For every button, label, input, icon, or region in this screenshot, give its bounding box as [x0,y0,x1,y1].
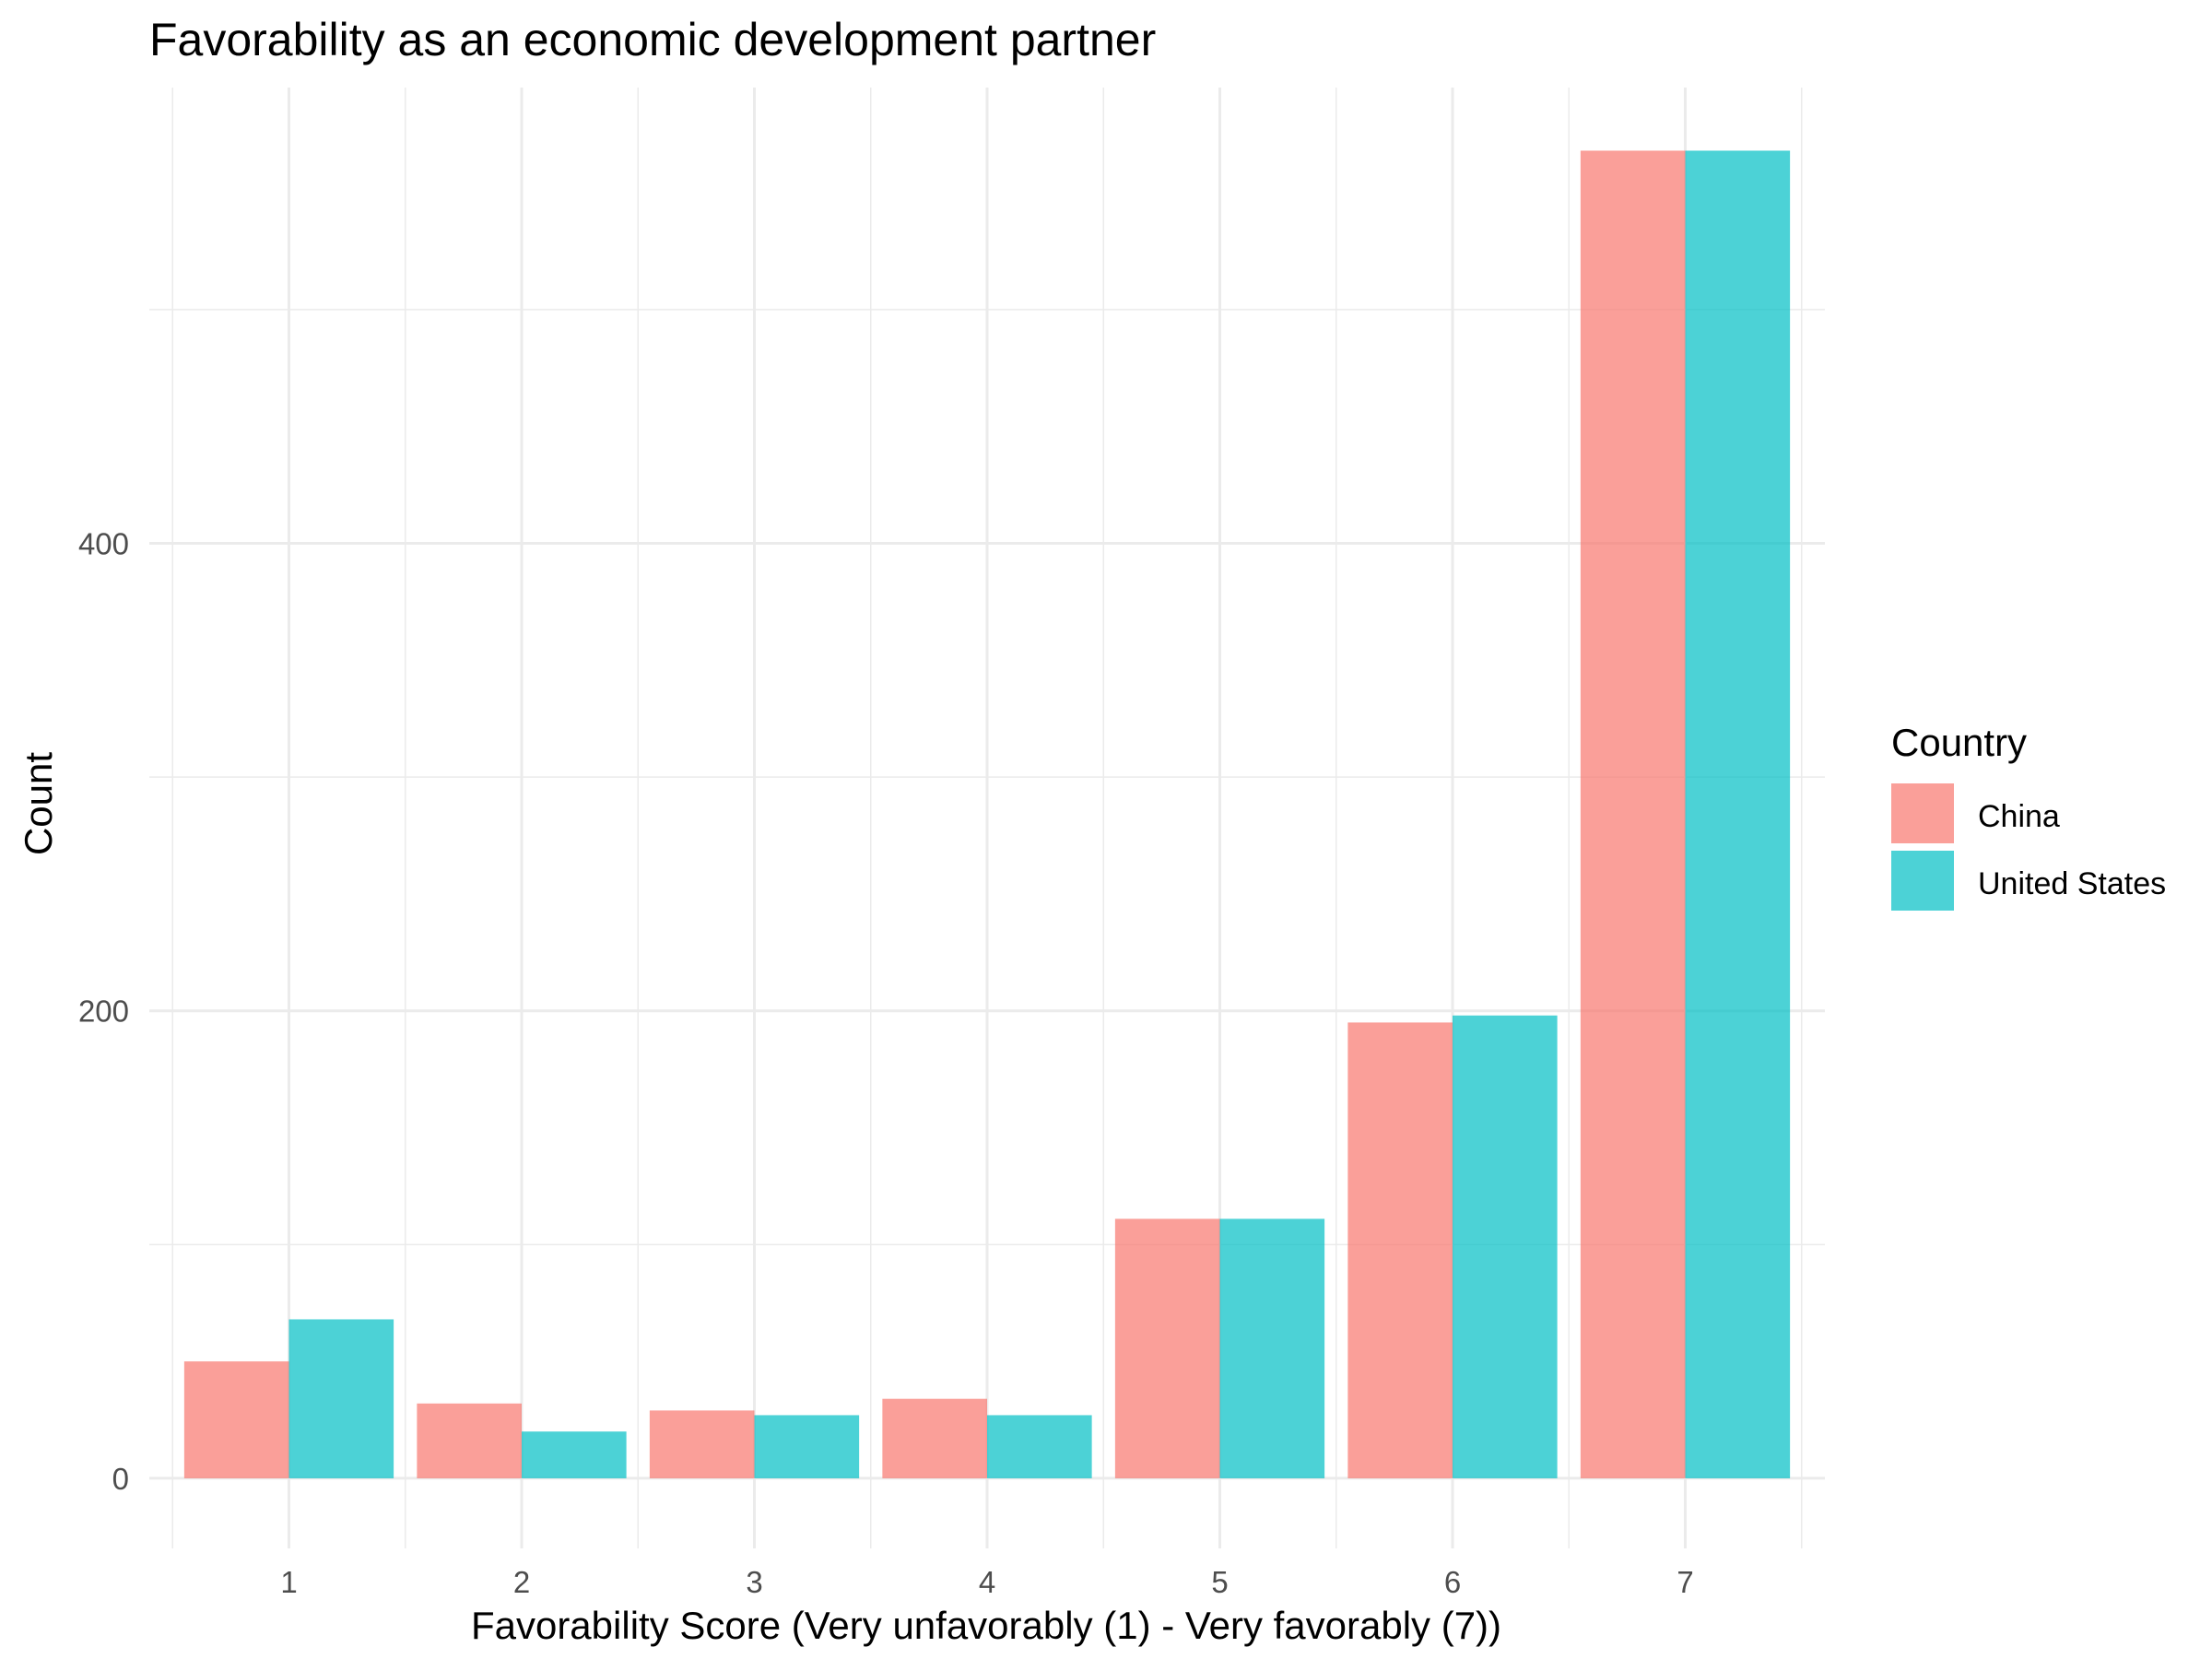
legend-title: Country [1891,721,2027,764]
y-axis-title: Count [17,752,60,855]
bar-united-states-3 [754,1415,860,1478]
tick-labels: 0 200 400 1 2 3 4 5 6 7 [78,527,1694,1599]
bar-china-7 [1580,150,1686,1478]
x-tick-label: 6 [1444,1565,1461,1599]
bar-china-3 [649,1410,755,1478]
legend-swatch-united-states [1891,851,1954,911]
bar-united-states-4 [987,1415,1092,1478]
bar-china-2 [417,1403,522,1478]
y-tick-label: 200 [78,994,129,1029]
legend-label-united-states: United States [1978,866,2166,901]
bar-united-states-6 [1453,1015,1558,1478]
bar-united-states-2 [522,1431,627,1478]
grid [149,88,1825,1548]
bar-china-6 [1347,1022,1453,1478]
bar-united-states-5 [1219,1218,1325,1478]
y-tick-label: 0 [112,1462,129,1496]
bar-china-5 [1114,1218,1220,1478]
x-tick-label: 3 [746,1565,762,1599]
x-tick-label: 5 [1211,1565,1228,1599]
x-tick-label: 7 [1677,1565,1693,1599]
bar-china-4 [882,1398,987,1478]
legend-label-china: China [1978,799,2060,834]
bar-united-states-7 [1685,150,1791,1478]
x-axis-title: Favorability Score (Very unfavorably (1)… [471,1604,1501,1647]
x-tick-label: 4 [979,1565,995,1599]
bars [183,150,1791,1478]
bar-china-1 [183,1361,289,1478]
legend: Country China United States [1891,721,2166,911]
x-tick-label: 2 [513,1565,530,1599]
chart-title: Favorability as an economic development … [149,14,1156,65]
y-tick-label: 400 [78,527,129,561]
bar-united-states-1 [288,1319,394,1478]
legend-swatch-china [1891,783,1954,843]
x-tick-label: 1 [280,1565,297,1599]
